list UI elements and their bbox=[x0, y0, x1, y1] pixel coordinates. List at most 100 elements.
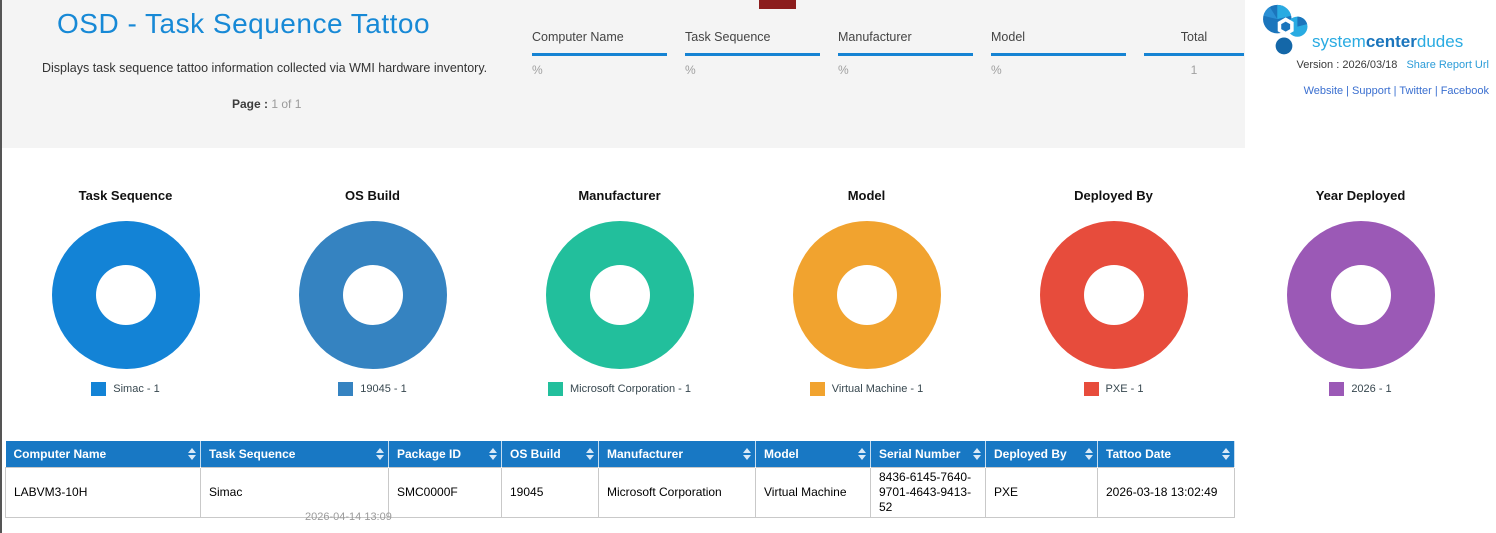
results-table: Computer Name Task Sequence Package ID O… bbox=[5, 441, 1235, 518]
twitter-link[interactable]: Twitter bbox=[1399, 85, 1432, 97]
filter-underline bbox=[532, 53, 667, 56]
logo-wordmark: systemcenterdudes bbox=[1312, 32, 1463, 52]
column-header-manufacturer[interactable]: Manufacturer bbox=[598, 441, 756, 467]
chart-year-deployed: Year Deployed 2026 - 1 bbox=[1237, 188, 1484, 396]
page-description: Displays task sequence tattoo informatio… bbox=[42, 61, 488, 75]
support-link[interactable]: Support bbox=[1352, 85, 1391, 97]
chart-title: Model bbox=[847, 188, 886, 203]
facebook-link[interactable]: Facebook bbox=[1440, 85, 1489, 97]
column-header-serial-number[interactable]: Serial Number bbox=[870, 441, 986, 467]
legend-swatch bbox=[338, 382, 354, 396]
legend-label: Virtual Machine - 1 bbox=[831, 383, 924, 395]
legend-label: PXE - 1 bbox=[1105, 383, 1144, 395]
logo-word-system: system bbox=[1312, 31, 1366, 51]
chart-title: Manufacturer bbox=[578, 188, 661, 203]
chart-title: Task Sequence bbox=[78, 188, 173, 203]
systemcenterdudes-logo: systemcenterdudes bbox=[1258, 2, 1463, 63]
sort-icon[interactable] bbox=[1085, 447, 1093, 460]
chart-legend: Simac - 1 bbox=[91, 382, 160, 396]
sort-icon[interactable] bbox=[376, 447, 384, 460]
filter-underline bbox=[991, 53, 1126, 56]
column-label: Task Sequence bbox=[209, 446, 296, 461]
sort-icon[interactable] bbox=[973, 447, 981, 460]
cell-deployed-by: PXE bbox=[985, 466, 1098, 518]
chart-legend: 19045 - 1 bbox=[338, 382, 407, 396]
column-label: Package ID bbox=[397, 446, 462, 461]
legend-swatch bbox=[91, 382, 107, 396]
column-header-model[interactable]: Model bbox=[755, 441, 871, 467]
column-label: Computer Name bbox=[13, 446, 107, 461]
donut-chart bbox=[1039, 221, 1188, 369]
branding-area: systemcenterdudes Version : 2026/03/18 S… bbox=[1245, 0, 1496, 148]
filter-model-value[interactable]: % bbox=[991, 63, 1002, 77]
filter-underline bbox=[685, 53, 820, 56]
page-label: Page : bbox=[232, 97, 269, 111]
sort-icon[interactable] bbox=[858, 447, 866, 460]
cell-serial-number: 8436-6145-7640-9701-4643-9413-52 bbox=[870, 466, 986, 518]
chart-os-build: OS Build 19045 - 1 bbox=[249, 188, 496, 396]
version-label: Version : 2026/03/18 bbox=[1296, 59, 1398, 71]
filter-model[interactable]: Model % bbox=[991, 30, 1126, 77]
sort-icon[interactable] bbox=[489, 447, 497, 460]
version-line: Version : 2026/03/18 Share Report Url bbox=[1296, 59, 1489, 71]
sort-icon[interactable] bbox=[188, 447, 196, 460]
link-separator: | bbox=[1346, 85, 1350, 97]
cell-model: Virtual Machine bbox=[755, 466, 871, 518]
red-marker-artifact bbox=[759, 0, 796, 9]
column-header-computer-name[interactable]: Computer Name bbox=[5, 441, 201, 467]
legend-label: 19045 - 1 bbox=[360, 383, 407, 395]
page-indicator: Page : 1 of 1 bbox=[232, 97, 301, 111]
share-report-url-link[interactable]: Share Report Url bbox=[1406, 59, 1489, 71]
legend-swatch bbox=[1083, 382, 1099, 396]
cell-manufacturer: Microsoft Corporation bbox=[598, 466, 756, 518]
donut-chart bbox=[792, 221, 941, 369]
filter-total-label: Total bbox=[1180, 30, 1208, 44]
logo-word-dudes: dudes bbox=[1416, 31, 1464, 51]
column-header-os-build[interactable]: OS Build bbox=[501, 441, 599, 467]
charts-row: Task Sequence Simac - 1 OS Build 19045 -… bbox=[2, 188, 1484, 396]
column-header-package-id[interactable]: Package ID bbox=[388, 441, 502, 467]
cell-task-sequence: Simac bbox=[200, 466, 389, 518]
donut-chart bbox=[1286, 221, 1435, 369]
cell-tattoo-date: 2026-03-18 13:02:49 bbox=[1097, 466, 1235, 518]
chart-legend: 2026 - 1 bbox=[1329, 382, 1392, 396]
table-row: LABVM3-10H Simac SMC0000F 19045 Microsof… bbox=[5, 466, 1235, 518]
chart-legend: Virtual Machine - 1 bbox=[809, 382, 924, 396]
filter-manufacturer[interactable]: Manufacturer % bbox=[838, 30, 973, 77]
legend-label: Simac - 1 bbox=[113, 383, 160, 395]
column-label: OS Build bbox=[510, 446, 561, 461]
website-link[interactable]: Website bbox=[1303, 85, 1344, 97]
column-header-tattoo-date[interactable]: Tattoo Date bbox=[1097, 441, 1235, 467]
chart-manufacturer: Manufacturer Microsoft Corporation - 1 bbox=[496, 188, 743, 396]
link-separator: | bbox=[1393, 85, 1397, 97]
filter-computer-name-label: Computer Name bbox=[532, 30, 624, 44]
column-label: Deployed By bbox=[994, 446, 1067, 461]
chart-model: Model Virtual Machine - 1 bbox=[743, 188, 990, 396]
filter-underline bbox=[1144, 53, 1244, 56]
chart-title: Year Deployed bbox=[1315, 188, 1406, 203]
chart-title: OS Build bbox=[345, 188, 400, 203]
filter-manufacturer-value[interactable]: % bbox=[838, 63, 849, 77]
filter-task-sequence-value[interactable]: % bbox=[685, 63, 696, 77]
filter-manufacturer-label: Manufacturer bbox=[838, 30, 912, 44]
filter-task-sequence[interactable]: Task Sequence % bbox=[685, 30, 820, 77]
donut-chart bbox=[51, 221, 200, 369]
chart-task-sequence: Task Sequence Simac - 1 bbox=[2, 188, 249, 396]
column-label: Model bbox=[764, 446, 799, 461]
column-header-deployed-by[interactable]: Deployed By bbox=[985, 441, 1098, 467]
sort-icon[interactable] bbox=[1222, 447, 1230, 460]
logo-word-center: center bbox=[1365, 31, 1417, 51]
filter-total-value: 1 bbox=[1190, 63, 1198, 77]
filter-underline bbox=[838, 53, 973, 56]
column-header-task-sequence[interactable]: Task Sequence bbox=[200, 441, 389, 467]
sort-icon[interactable] bbox=[743, 447, 751, 460]
sort-icon[interactable] bbox=[586, 447, 594, 460]
filter-computer-name-value[interactable]: % bbox=[532, 63, 543, 77]
legend-swatch bbox=[547, 382, 563, 396]
cell-os-build: 19045 bbox=[501, 466, 599, 518]
filter-computer-name[interactable]: Computer Name % bbox=[532, 30, 667, 77]
filter-total: Total 1 bbox=[1144, 30, 1244, 77]
cell-computer-name: LABVM3-10H bbox=[5, 466, 201, 518]
report-header-band bbox=[2, 0, 1245, 148]
